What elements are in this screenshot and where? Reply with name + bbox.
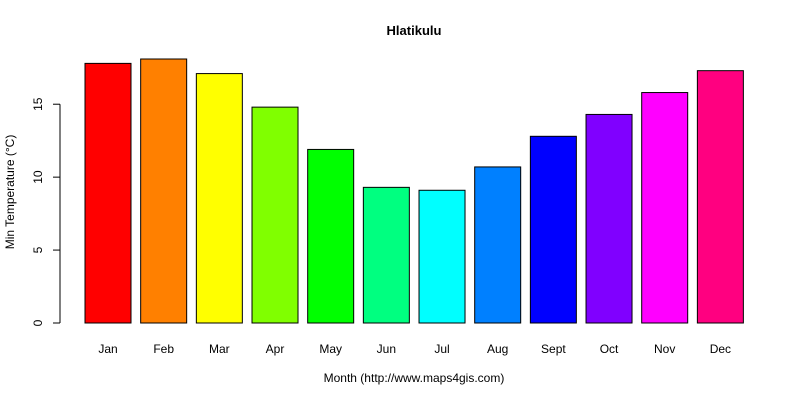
x-tick-label: May [319, 342, 342, 356]
x-tick-label: Mar [209, 342, 230, 356]
chart-title: Hlatikulu [387, 23, 442, 38]
bar-aug [474, 166, 522, 324]
bar-mar [195, 73, 243, 324]
bar-nov [641, 92, 689, 324]
x-tick-label: Sept [541, 342, 566, 356]
x-tick-label: Oct [600, 342, 619, 356]
x-tick-label: Dec [710, 342, 731, 356]
y-tick-label: 5 [31, 246, 45, 253]
bar-dec [696, 70, 744, 324]
x-tick-label: Jun [377, 342, 396, 356]
y-tick-label: 15 [31, 97, 45, 111]
plot-area [84, 58, 744, 324]
bar-sept [529, 135, 577, 324]
bar-jul [418, 189, 466, 324]
y-tick-label: 10 [31, 170, 45, 184]
x-tick-label: Nov [654, 342, 675, 356]
x-tick-label: Apr [266, 342, 285, 356]
y-axis: 0 5 10 15 [31, 97, 61, 326]
x-axis-labels: Jan Feb Mar Apr May Jun Jul Aug Sept Oct Nov Dec [98, 342, 731, 356]
bar-jun [362, 186, 410, 324]
x-tick-label: Aug [487, 342, 508, 356]
x-tick-label: Jan [98, 342, 117, 356]
bar-may [307, 148, 355, 324]
y-tick-label: 0 [31, 319, 45, 326]
bar-feb [140, 58, 188, 324]
x-tick-label: Jul [434, 342, 449, 356]
bar-oct [585, 113, 633, 324]
bar-jan [84, 62, 132, 324]
y-axis-label: Min Temperature (°C) [3, 135, 17, 250]
x-tick-label: Feb [153, 342, 174, 356]
bar-apr [251, 106, 299, 324]
x-axis-label: Month (http://www.maps4gis.com) [324, 371, 505, 385]
